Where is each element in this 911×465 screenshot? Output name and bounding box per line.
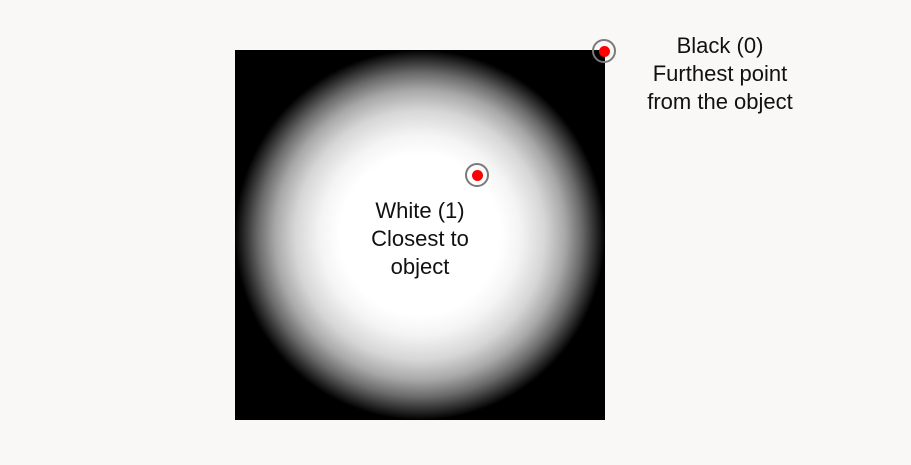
white-label-line2: Closest to — [371, 226, 469, 251]
white-label: White (1) Closest to object — [330, 197, 510, 281]
furthest-point-marker — [592, 39, 616, 63]
black-label-line1: Black (0) — [676, 33, 764, 58]
white-label-line3: object — [390, 254, 450, 279]
black-label: Black (0) Furthest point from the object — [625, 32, 815, 116]
black-label-line2: Furthest point — [652, 61, 788, 86]
closest-point-marker — [465, 163, 489, 187]
distance-gradient-square — [235, 50, 605, 420]
black-label-line3: from the object — [647, 89, 793, 114]
closest-point-dot — [471, 169, 483, 181]
white-label-line1: White (1) — [375, 198, 465, 223]
furthest-point-dot — [598, 45, 610, 57]
